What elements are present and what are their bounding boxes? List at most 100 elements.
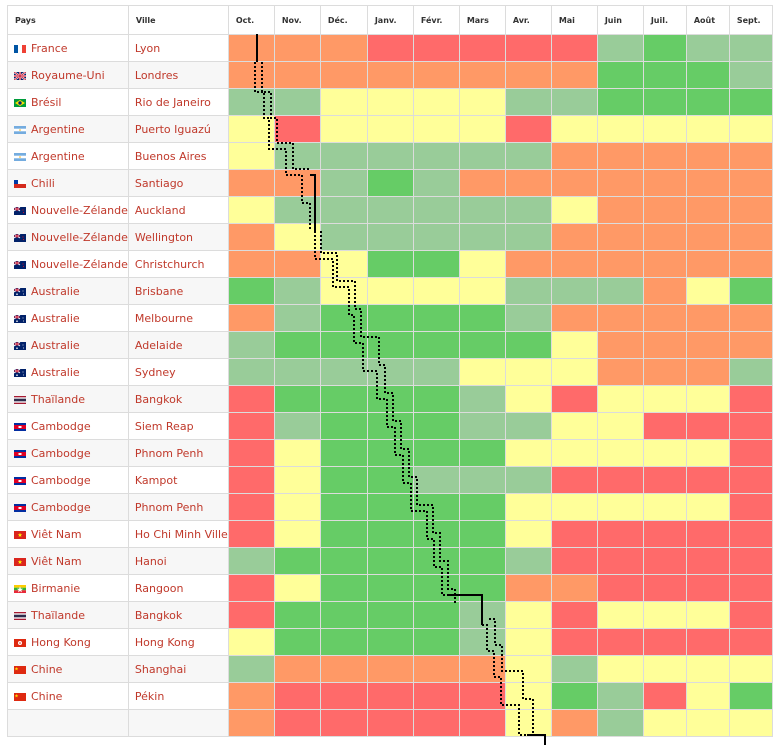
country-cell: Nouvelle-Zélande (7, 196, 129, 224)
month-climate-cell (504, 439, 552, 467)
country-link[interactable]: Argentine (31, 122, 85, 136)
country-link[interactable]: Nouvelle-Zélande (31, 230, 128, 244)
country-link[interactable]: Viêt Nam (31, 527, 82, 541)
month-climate-cell (685, 466, 730, 494)
city-link[interactable]: Siem Reap (134, 419, 194, 433)
month-climate-cell (596, 250, 644, 278)
city-link[interactable]: Brisbane (134, 284, 184, 298)
country-link[interactable]: Australie (31, 365, 80, 379)
month-climate-cell (685, 331, 730, 359)
city-link[interactable]: Christchurch (134, 257, 205, 271)
country-link[interactable]: Viêt Nam (31, 554, 82, 568)
city-link[interactable]: Buenos Aires (134, 149, 207, 163)
month-climate-cell (227, 493, 275, 521)
month-climate-cell (366, 142, 414, 170)
header-month: Mars (458, 5, 506, 35)
month-climate-cell (596, 655, 644, 683)
flag-cambodia-icon (14, 475, 26, 485)
month-climate-cell (458, 493, 506, 521)
month-climate-cell (642, 331, 687, 359)
country-link[interactable]: Cambodge (31, 419, 91, 433)
month-climate-cell (550, 331, 598, 359)
month-climate-cell (273, 439, 321, 467)
month-climate-cell (504, 277, 552, 305)
country-link[interactable]: Australie (31, 338, 80, 352)
month-climate-cell (642, 385, 687, 413)
city-link[interactable]: Rio de Janeiro (134, 95, 211, 109)
city-link[interactable]: Wellington (134, 230, 194, 244)
month-climate-cell (273, 277, 321, 305)
country-link[interactable]: Argentine (31, 149, 85, 163)
city-link[interactable]: Bangkok (134, 608, 183, 622)
month-climate-cell (319, 385, 368, 413)
month-climate-cell (550, 358, 598, 386)
month-climate-cell (412, 169, 460, 197)
country-link[interactable]: Nouvelle-Zélande (31, 257, 128, 271)
month-climate-cell (685, 628, 730, 656)
country-link[interactable]: Thaïlande (31, 392, 86, 406)
city-link[interactable]: Hanoi (134, 554, 167, 568)
month-climate-cell (596, 709, 644, 737)
city-link[interactable]: Shanghai (134, 662, 187, 676)
month-climate-cell (596, 412, 644, 440)
country-link[interactable]: Nouvelle-Zélande (31, 203, 128, 217)
month-climate-cell (273, 466, 321, 494)
header-month: Janv. (366, 5, 414, 35)
country-link[interactable]: Birmanie (31, 581, 81, 595)
city-link[interactable]: Adelaide (134, 338, 183, 352)
month-climate-cell (728, 466, 773, 494)
month-climate-cell (319, 709, 368, 737)
city-link[interactable]: Rangoon (134, 581, 184, 595)
country-link[interactable]: Cambodge (31, 473, 91, 487)
country-link[interactable]: Cambodge (31, 446, 91, 460)
city-link[interactable]: Santiago (134, 176, 184, 190)
city-cell: Hanoi (127, 547, 229, 575)
city-link[interactable]: Melbourne (134, 311, 193, 325)
month-climate-cell (642, 574, 687, 602)
month-climate-cell (227, 385, 275, 413)
month-climate-cell (227, 439, 275, 467)
month-climate-cell (227, 169, 275, 197)
month-climate-cell (273, 196, 321, 224)
city-link[interactable]: Auckland (134, 203, 186, 217)
month-climate-cell (412, 88, 460, 116)
month-climate-cell (596, 61, 644, 89)
country-link[interactable]: Australie (31, 284, 80, 298)
city-link[interactable]: Hong Kong (134, 635, 195, 649)
city-link[interactable]: Kampot (134, 473, 178, 487)
month-climate-cell (366, 358, 414, 386)
country-cell: Chili (7, 169, 129, 197)
country-link[interactable]: France (31, 41, 68, 55)
flag-uk-icon (13, 70, 27, 81)
city-link[interactable]: Bangkok (134, 392, 183, 406)
country-link[interactable]: Hong Kong (31, 635, 91, 649)
city-link[interactable]: Puerto Iguazú (134, 122, 211, 136)
month-climate-cell (685, 277, 730, 305)
month-climate-cell (366, 61, 414, 89)
table-row: Cambodge Phnom Penh (7, 493, 773, 521)
city-link[interactable]: Ho Chi Minh Ville (134, 527, 228, 541)
country-link[interactable]: Australie (31, 311, 80, 325)
country-cell (7, 709, 129, 737)
city-link[interactable]: Sydney (134, 365, 176, 379)
city-cell: Wellington (127, 223, 229, 251)
city-link[interactable]: Phnom Penh (134, 446, 204, 460)
country-link[interactable]: Chili (31, 176, 55, 190)
city-link[interactable]: Pékin (134, 689, 165, 703)
month-climate-cell (596, 493, 644, 521)
country-cell: Cambodge (7, 439, 129, 467)
country-link[interactable]: Cambodge (31, 500, 91, 514)
city-link[interactable]: Phnom Penh (134, 500, 204, 514)
month-climate-cell (412, 466, 460, 494)
month-climate-cell (273, 115, 321, 143)
city-link[interactable]: Lyon (134, 41, 161, 55)
country-link[interactable]: Chine (31, 689, 63, 703)
month-climate-cell (412, 547, 460, 575)
country-link[interactable]: Royaume-Uni (31, 68, 105, 82)
month-climate-cell (596, 682, 644, 710)
country-link[interactable]: Chine (31, 662, 63, 676)
country-link[interactable]: Brésil (31, 95, 62, 109)
city-link[interactable]: Londres (134, 68, 179, 82)
flag-australia-icon (13, 286, 26, 296)
country-link[interactable]: Thaïlande (31, 608, 86, 622)
